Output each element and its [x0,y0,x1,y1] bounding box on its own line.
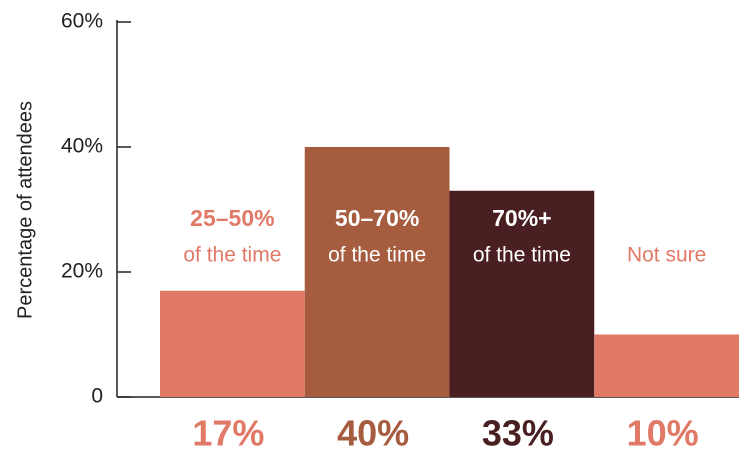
category-label: of the time [183,244,281,267]
y-tick-label: 40% [61,135,103,158]
bar [160,290,305,397]
value-label: 10% [627,413,699,454]
y-tick-label: 20% [61,260,103,283]
category-label: Not sure [627,244,706,267]
y-tick-label: 0 [91,385,103,408]
value-label: 40% [337,413,409,454]
y-axis-label: Percentage of attendees [14,101,36,319]
category-label: 70%+ [492,205,551,231]
category-label: 50–70% [335,205,419,231]
category-label: 25–50% [190,205,274,231]
value-label: 33% [482,413,554,454]
bar [594,334,739,397]
bar [449,190,595,397]
value-label: 17% [192,413,264,454]
y-tick-label: 60% [61,10,103,33]
bar [304,147,450,397]
category-label: of the time [328,244,426,267]
category-label: of the time [473,244,571,267]
